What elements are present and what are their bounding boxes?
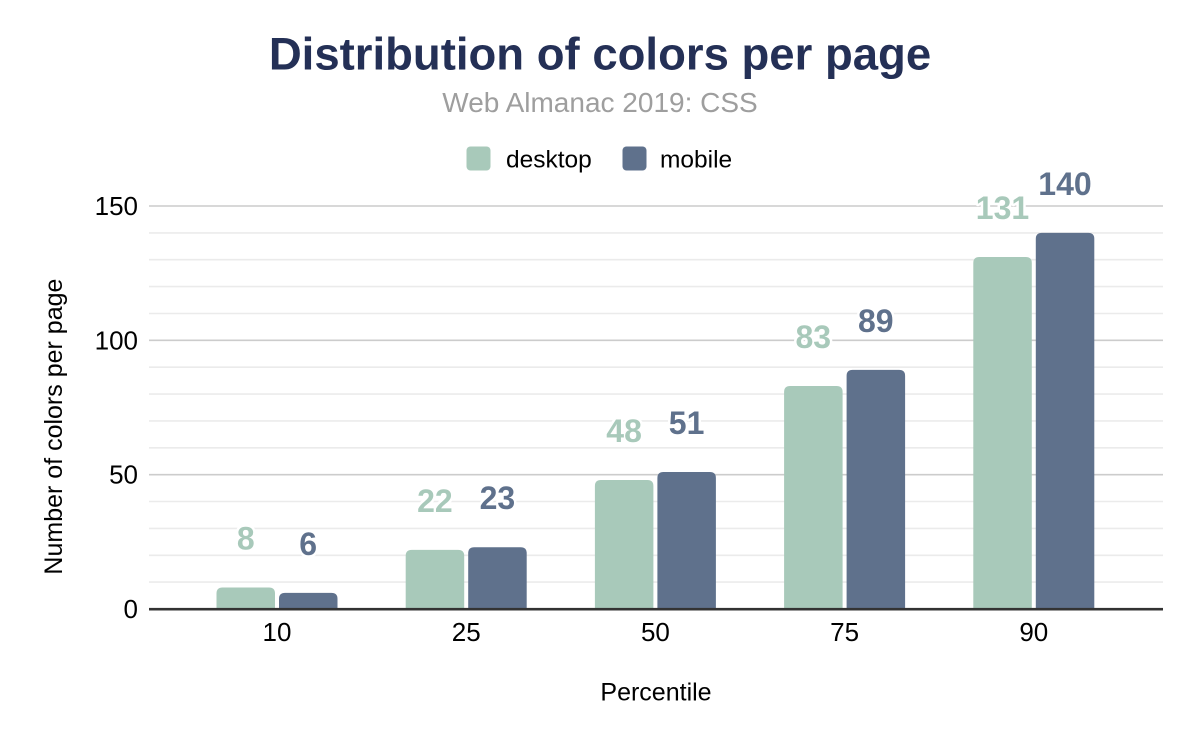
svg-text:10: 10 xyxy=(263,617,292,647)
svg-text:75: 75 xyxy=(830,617,859,647)
svg-text:23: 23 xyxy=(480,480,516,516)
svg-text:Distribution of colors per pag: Distribution of colors per page xyxy=(269,29,931,80)
svg-text:desktop: desktop xyxy=(506,146,592,173)
svg-text:25: 25 xyxy=(452,617,481,647)
svg-text:89: 89 xyxy=(858,303,894,339)
svg-text:131: 131 xyxy=(976,190,1029,226)
svg-text:83: 83 xyxy=(796,319,832,355)
svg-text:100: 100 xyxy=(95,325,138,355)
svg-text:Percentile: Percentile xyxy=(600,679,711,707)
svg-text:48: 48 xyxy=(606,413,642,449)
svg-text:8: 8 xyxy=(237,521,255,557)
svg-text:Web Almanac 2019: CSS: Web Almanac 2019: CSS xyxy=(442,87,757,118)
svg-text:90: 90 xyxy=(1019,617,1048,647)
svg-text:140: 140 xyxy=(1038,166,1091,202)
svg-text:mobile: mobile xyxy=(660,146,732,173)
svg-text:50: 50 xyxy=(641,617,670,647)
svg-text:22: 22 xyxy=(417,483,453,519)
svg-text:51: 51 xyxy=(669,405,705,441)
svg-text:6: 6 xyxy=(299,526,317,562)
svg-text:0: 0 xyxy=(124,594,138,624)
svg-text:50: 50 xyxy=(109,460,138,490)
svg-text:Number of colors per page: Number of colors per page xyxy=(40,279,68,575)
svg-text:150: 150 xyxy=(95,191,138,221)
